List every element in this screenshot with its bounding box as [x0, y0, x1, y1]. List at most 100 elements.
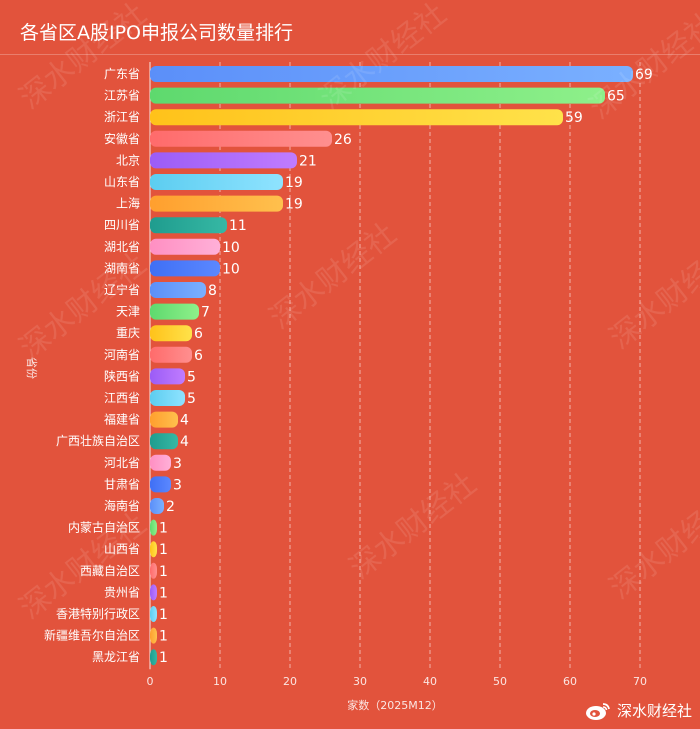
bar-西藏自治区 — [150, 562, 157, 579]
weibo-icon — [585, 701, 611, 721]
category-label: 陕西省 — [104, 368, 140, 383]
x-tick-label: 10 — [213, 675, 227, 688]
value-label: 11 — [229, 218, 247, 234]
x-tick-label: 70 — [633, 675, 647, 688]
value-label: 2 — [166, 499, 175, 515]
value-label: 1 — [159, 585, 168, 601]
x-tick-label: 60 — [563, 675, 577, 688]
value-label: 4 — [180, 413, 189, 429]
x-tick-label: 20 — [283, 675, 297, 688]
category-label: 北京 — [116, 153, 140, 167]
value-label: 3 — [173, 456, 182, 472]
bar-辽宁省 — [150, 282, 206, 298]
bar-湖南省 — [150, 260, 220, 277]
value-label: 21 — [299, 153, 317, 169]
x-tick-label: 0 — [147, 675, 154, 688]
category-label: 河北省 — [104, 456, 140, 470]
bar-江西省 — [150, 390, 185, 406]
category-label: 安徽省 — [104, 131, 140, 146]
category-label: 天津 — [116, 305, 140, 319]
value-label: 10 — [222, 240, 240, 256]
value-label: 4 — [180, 434, 189, 450]
bar-上海 — [150, 195, 283, 212]
category-label: 甘肃省 — [104, 477, 140, 491]
value-label: 5 — [187, 391, 196, 407]
bar-新疆维吾尔自治区 — [150, 627, 157, 644]
title-divider — [0, 54, 700, 55]
category-label: 湖南省 — [104, 260, 140, 275]
value-label: 1 — [159, 650, 168, 666]
category-label: 山东省 — [104, 175, 140, 189]
bar-黑龙江省 — [150, 649, 157, 666]
value-label: 7 — [201, 305, 210, 321]
bar-香港特别行政区 — [150, 606, 157, 622]
category-label: 河南省 — [104, 347, 140, 362]
category-label: 贵州省 — [104, 585, 140, 599]
category-label: 香港特别行政区 — [56, 606, 140, 621]
bar-贵州省 — [150, 584, 157, 601]
value-label: 1 — [159, 521, 168, 537]
bar-甘肃省 — [150, 476, 171, 493]
category-label: 新疆维吾尔自治区 — [44, 628, 140, 643]
x-tick-label: 50 — [493, 675, 507, 688]
bar-四川省 — [150, 217, 227, 234]
y-axis-title: 省份 — [25, 357, 38, 379]
value-label: 5 — [187, 369, 196, 385]
bar-广东省 — [150, 66, 633, 82]
value-label: 69 — [635, 67, 653, 83]
bar-河南省 — [150, 346, 192, 363]
value-label: 65 — [607, 89, 625, 105]
bar-湖北省 — [150, 238, 220, 255]
bar-浙江省 — [150, 109, 563, 126]
bar-福建省 — [150, 411, 178, 428]
x-tick-label: 30 — [353, 675, 367, 688]
value-label: 1 — [159, 564, 168, 580]
category-label: 重庆 — [116, 326, 140, 340]
category-label: 黑龙江省 — [92, 650, 140, 664]
category-label: 辽宁省 — [104, 282, 140, 297]
category-label: 广西壮族自治区 — [56, 434, 140, 448]
bar-内蒙古自治区 — [150, 519, 157, 536]
bar-广西壮族自治区 — [150, 433, 178, 450]
value-label: 19 — [285, 197, 303, 213]
bar-重庆 — [150, 325, 192, 342]
x-axis-title: 家数（2025M12） — [347, 698, 442, 712]
bar-江苏省 — [150, 87, 605, 104]
bar-山东省 — [150, 174, 283, 190]
watermark-text: 深水财经社 — [343, 466, 483, 586]
category-label: 江西省 — [104, 391, 140, 405]
category-label: 海南省 — [104, 498, 140, 513]
bar-安徽省 — [150, 130, 332, 147]
value-label: 1 — [159, 542, 168, 558]
value-label: 10 — [222, 261, 240, 277]
watermark-text: 深水财经社 — [263, 216, 403, 336]
category-label: 上海 — [116, 196, 140, 211]
category-label: 山西省 — [104, 542, 140, 556]
category-label: 西藏自治区 — [80, 564, 140, 578]
bar-河北省 — [150, 454, 171, 471]
category-label: 湖北省 — [104, 239, 140, 254]
category-label: 四川省 — [104, 218, 140, 232]
brand-text: 深水财经社 — [616, 702, 692, 720]
bar-海南省 — [150, 498, 164, 514]
brand-watermark: 深水财经社 — [585, 700, 692, 721]
bar-北京 — [150, 152, 297, 169]
value-label: 6 — [194, 326, 203, 342]
category-label: 内蒙古自治区 — [68, 520, 140, 535]
bar-陕西省 — [150, 368, 185, 385]
chart-title: 各省区A股IPO申报公司数量排行 — [20, 22, 294, 44]
value-label: 26 — [334, 132, 352, 148]
value-label: 3 — [173, 477, 182, 493]
bar-山西省 — [150, 541, 157, 558]
value-label: 1 — [159, 629, 168, 645]
value-label: 59 — [565, 110, 583, 126]
value-label: 8 — [208, 283, 217, 299]
category-label: 浙江省 — [104, 110, 140, 124]
category-label: 广东省 — [104, 67, 140, 81]
bar-天津 — [150, 303, 199, 320]
value-label: 6 — [194, 348, 203, 364]
x-tick-label: 40 — [423, 675, 437, 688]
category-label: 福建省 — [104, 412, 140, 427]
watermark-text: 深水财经社 — [603, 236, 700, 356]
